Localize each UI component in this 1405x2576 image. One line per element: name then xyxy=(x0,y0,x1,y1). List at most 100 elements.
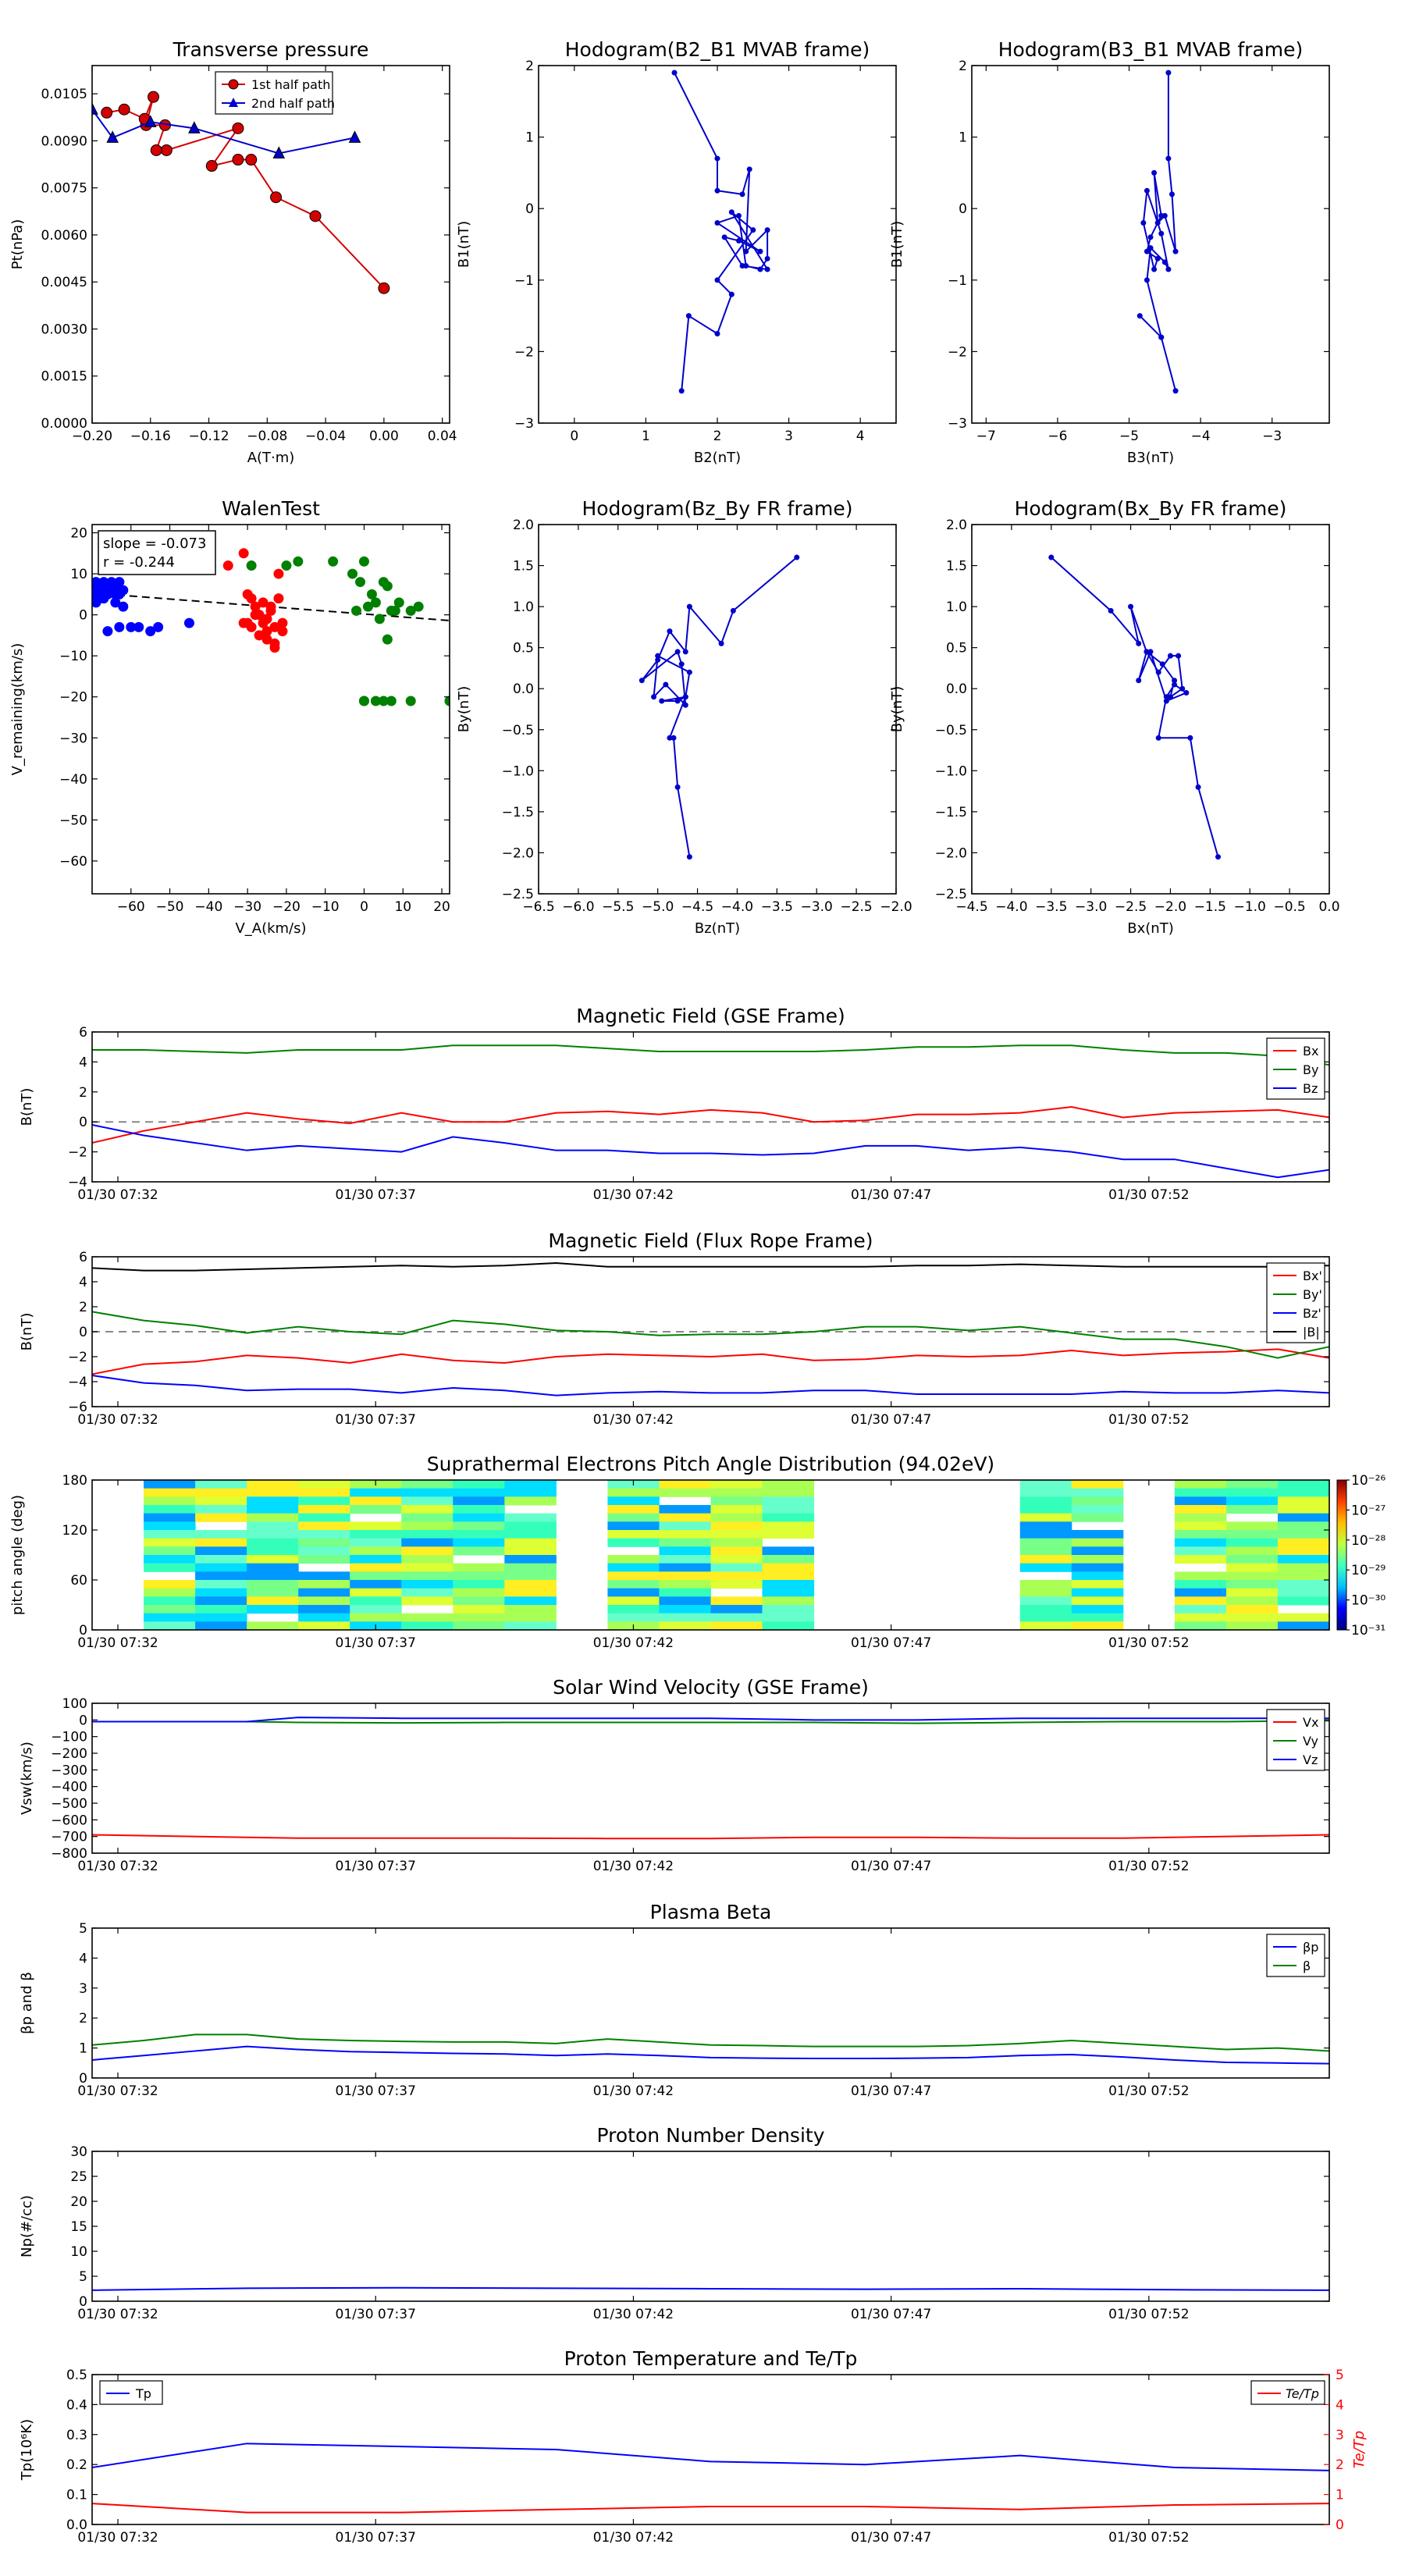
y-tick-label: 0 xyxy=(79,2071,87,2087)
data-point xyxy=(378,282,390,294)
heatmap-cell xyxy=(401,1505,454,1514)
data-point xyxy=(148,91,160,103)
x-tick-label: 01/30 07:47 xyxy=(851,2530,931,2546)
heatmap-cell xyxy=(1019,1580,1072,1589)
heatmap-cell xyxy=(401,1588,454,1597)
y-axis-label: B(nT) xyxy=(19,1088,35,1126)
axes-frame xyxy=(538,65,897,424)
heatmap-cell xyxy=(710,1530,763,1539)
data-point xyxy=(1158,212,1165,219)
data-point xyxy=(242,617,253,628)
heatmap-cell xyxy=(607,1521,660,1531)
heatmap-cell xyxy=(298,1488,350,1497)
data-point xyxy=(355,577,365,588)
data-point xyxy=(1165,155,1172,162)
heatmap-cell xyxy=(298,1588,350,1597)
x-tick-label: −4.5 xyxy=(955,899,987,915)
y-tick-label-right: 2 xyxy=(1336,2457,1344,2473)
heatmap-cell xyxy=(144,1588,196,1597)
y-tick-label: 2 xyxy=(525,59,534,74)
data-point xyxy=(405,605,416,616)
legend: Bx By Bz xyxy=(1266,1037,1325,1100)
x-tick-label: 0 xyxy=(570,429,578,444)
data-point xyxy=(370,597,381,608)
heatmap-cell xyxy=(659,1621,711,1630)
heatmap-cell xyxy=(298,1613,350,1622)
heatmap-cell xyxy=(1174,1596,1227,1606)
series-line-by- xyxy=(92,1311,1329,1359)
y-tick-label: −1.5 xyxy=(502,805,534,820)
legend: 1st half path 2nd half path xyxy=(215,71,335,115)
y-tick-label: −300 xyxy=(51,1763,87,1778)
colorbar-label: 10⁻²⁶ xyxy=(1351,1473,1385,1489)
legend-label: β xyxy=(1303,1959,1311,1973)
heatmap-cell xyxy=(762,1521,815,1531)
data-point xyxy=(273,568,284,579)
y-tick-label: −500 xyxy=(51,1796,87,1812)
legend-label: 2nd half path xyxy=(251,96,335,111)
y-tick-label: 6 xyxy=(79,1025,87,1041)
y-tick-label-right: 4 xyxy=(1336,2397,1344,2413)
heatmap-cell xyxy=(659,1513,711,1522)
legend: βp β xyxy=(1266,1934,1325,1977)
data-point xyxy=(735,237,742,244)
plot-area xyxy=(92,2286,1329,2291)
y-axis-label: Vsw(km/s) xyxy=(19,1742,35,1815)
y-tick-label: 15 xyxy=(70,2219,87,2235)
heatmap-cell xyxy=(453,1621,505,1630)
heatmap-cell xyxy=(1071,1621,1124,1630)
x-tick-label: 4 xyxy=(856,429,865,444)
heatmap-cell xyxy=(453,1546,505,1556)
data-point xyxy=(144,115,157,127)
y-axis-label: Tp(10⁶K) xyxy=(19,2419,35,2481)
heatmap-cell xyxy=(195,1571,247,1581)
data-point xyxy=(1165,266,1172,272)
heatmap-cell xyxy=(1174,1588,1227,1597)
x-tick-label: 01/30 07:37 xyxy=(336,1412,416,1428)
data-point xyxy=(374,614,385,624)
data-point xyxy=(1147,234,1154,240)
heatmap-cell xyxy=(607,1530,660,1539)
y-tick-label: 0.0105 xyxy=(41,87,87,102)
heatmap-cell xyxy=(710,1555,763,1564)
y-tick-label: −100 xyxy=(51,1730,87,1745)
data-point xyxy=(1167,694,1173,700)
heatmap-cell xyxy=(350,1530,402,1539)
heatmap-cell xyxy=(247,1621,299,1630)
data-point xyxy=(1172,248,1179,254)
y-tick-label: 180 xyxy=(62,1473,87,1489)
heatmap-cell xyxy=(247,1605,299,1614)
data-point xyxy=(114,621,125,632)
heatmap-cell xyxy=(1071,1596,1124,1606)
plot-area xyxy=(92,1261,1329,1397)
heatmap-cell xyxy=(144,1563,196,1572)
data-point xyxy=(348,130,361,143)
legend-label: Te/Tp xyxy=(1286,2386,1319,2401)
heatmap-cell xyxy=(607,1555,660,1564)
data-point xyxy=(746,166,752,173)
data-point xyxy=(1158,230,1165,237)
y-tick-label: −1 xyxy=(948,273,967,289)
heatmap-cell xyxy=(195,1580,247,1589)
legend-right: Te/Tp xyxy=(1250,2380,1325,2405)
data-point xyxy=(655,656,661,663)
data-point xyxy=(1108,607,1114,614)
heatmap-cell xyxy=(762,1613,815,1622)
x-tick-label: 01/30 07:37 xyxy=(336,2530,416,2546)
plot-area xyxy=(638,554,800,860)
heatmap-cell xyxy=(350,1596,402,1606)
plot-area xyxy=(92,2033,1329,2065)
x-axis-label: A(T·m) xyxy=(247,450,295,466)
heatmap-cell xyxy=(659,1538,711,1547)
heatmap-cell xyxy=(659,1521,711,1531)
legend: Vx Vy Vz xyxy=(1266,1709,1325,1771)
heatmap-cell xyxy=(762,1546,815,1556)
heatmap-cell xyxy=(1174,1621,1227,1630)
x-tick-label: 20 xyxy=(433,899,450,915)
heatmap-cell xyxy=(504,1613,557,1622)
series-line-vy xyxy=(92,1720,1329,1724)
y-tick-label: −4 xyxy=(68,1375,87,1390)
data-point xyxy=(92,102,98,115)
series-line-2nd-half-path xyxy=(92,109,355,155)
heatmap-cell xyxy=(1225,1613,1279,1622)
